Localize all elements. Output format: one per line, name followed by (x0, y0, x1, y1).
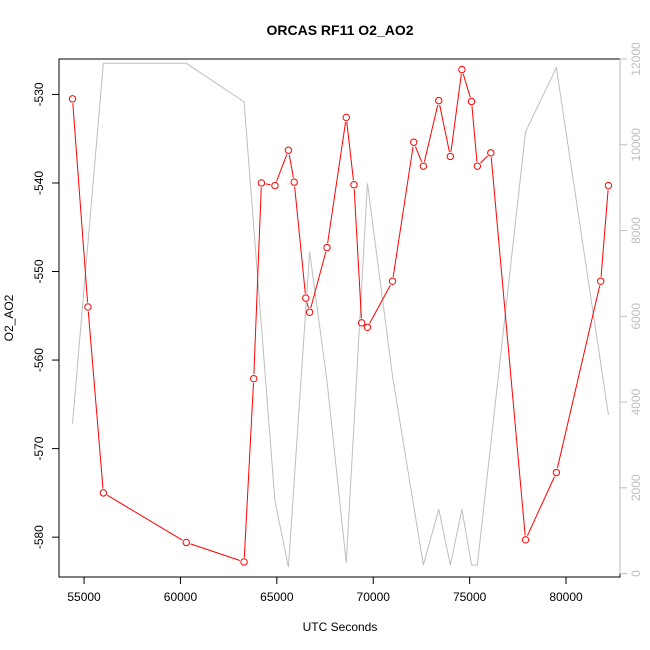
y-axis-left: -530 -540 -550 -560 -570 -580 (32, 82, 60, 549)
series-left-point (99, 489, 108, 497)
series-left-segment (87, 311, 104, 489)
series-left-segment (490, 157, 526, 536)
x-tick-label: 75000 (453, 590, 487, 604)
series-left-point (388, 277, 397, 285)
series-layer (68, 62, 613, 568)
series-left-segment (450, 74, 462, 153)
series-left-segment (243, 383, 254, 558)
series-left-point (240, 558, 248, 566)
series-left-point (68, 95, 77, 103)
series-left-point (458, 65, 466, 74)
series-left-point (435, 96, 443, 105)
y2-tick-label: 0 (629, 570, 643, 577)
series-left-segment (265, 183, 271, 186)
series-left-segment (423, 104, 439, 162)
x-tick-label: 65000 (260, 590, 294, 604)
x-tick-label: 80000 (549, 590, 583, 604)
series-left-segment (253, 187, 262, 375)
y-axis-label: O2_AO2 (2, 294, 16, 341)
series-left-segment (288, 154, 294, 178)
series-left-point (250, 374, 258, 383)
series-left-segment (526, 476, 555, 536)
series-left-point (597, 277, 605, 285)
series-right-line (71, 62, 609, 568)
series-left-point (357, 319, 366, 327)
series-left-point (302, 294, 310, 302)
series-left-segment (480, 155, 488, 164)
series-left-point (182, 538, 190, 547)
series-left-point (473, 162, 482, 170)
y-tick-label: -570 (32, 436, 46, 460)
y-tick-label: -540 (32, 171, 46, 195)
series-left-point (604, 181, 613, 190)
y-tick-label: -550 (32, 259, 46, 283)
series-left-segment (471, 105, 478, 162)
series-left-segment (72, 103, 89, 303)
series-left-point (290, 178, 298, 186)
series-left-point (410, 138, 418, 146)
x-axis: 55000 60000 65000 70000 75000 80000 (67, 576, 583, 604)
series-left-segment (310, 251, 327, 309)
series-left-segment (369, 284, 391, 324)
series-left-point (552, 468, 561, 477)
series-left-segment (414, 146, 423, 163)
x-tick-label: 60000 (164, 590, 198, 604)
x-axis-label: UTC Seconds (303, 620, 378, 634)
y2-tick-label: 6000 (629, 303, 643, 330)
series-left-segment (392, 146, 414, 277)
x-tick-label: 55000 (67, 590, 101, 604)
chart-title: ORCAS RF11 O2_AO2 (266, 22, 413, 38)
y-tick-label: -580 (32, 525, 46, 549)
y2-tick-label: 2000 (629, 474, 643, 501)
series-left-segment (306, 302, 309, 309)
y-tick-label: -560 (32, 348, 46, 372)
series-left-segment (462, 73, 471, 98)
series-left-point (521, 536, 530, 544)
series-left-point (487, 149, 495, 157)
series-left-segment (353, 189, 362, 319)
series-left-segment (276, 154, 288, 182)
series-left-point (350, 181, 358, 189)
series-left-segment (327, 121, 347, 244)
y2-tick-label: 10000 (629, 128, 643, 162)
series-left-point (323, 243, 331, 252)
series-left-point (257, 179, 266, 187)
y2-tick-label: 8000 (629, 217, 643, 244)
series-left-segment (190, 543, 240, 561)
series-left-point (446, 152, 455, 161)
series-left-point (284, 146, 293, 154)
series-left-point (84, 303, 92, 311)
series-left-segment (600, 190, 609, 277)
y2-tick-label: 12000 (629, 42, 643, 76)
series-left-point (363, 323, 372, 331)
x-tick-label: 70000 (357, 590, 391, 604)
series-left-segment (106, 494, 183, 541)
y-tick-label: -530 (32, 82, 46, 106)
series-left-point (467, 97, 476, 106)
series-left-point (305, 308, 314, 316)
series-left-point (419, 162, 428, 170)
y-axis-right: 0 2000 4000 6000 8000 10000 12000 (619, 42, 643, 577)
series-left-point (342, 113, 350, 122)
series-left-segment (294, 186, 306, 294)
series-left-segment (439, 104, 450, 153)
series-left-segment (346, 121, 354, 181)
series-left-point (271, 181, 279, 190)
series-left-segment (556, 285, 601, 469)
y2-tick-label: 4000 (629, 388, 643, 415)
